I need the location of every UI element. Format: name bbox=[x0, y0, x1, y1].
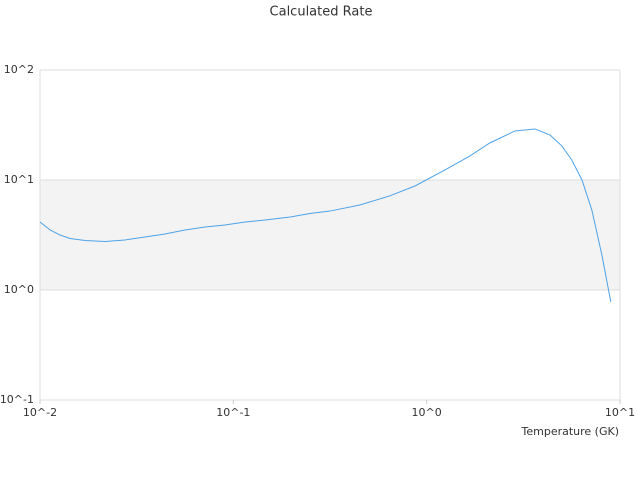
x-tick-label: 10^0 bbox=[412, 406, 442, 419]
y-tick-label: 10^-1 bbox=[0, 393, 34, 406]
y-tick-label: 10^1 bbox=[4, 173, 34, 186]
x-tick-label: 10^-2 bbox=[23, 406, 57, 419]
x-tick-label: 10^1 bbox=[605, 406, 635, 419]
chart-title: Calculated Rate bbox=[270, 5, 373, 20]
line-series bbox=[39, 128, 612, 302]
y-tick-label: 10^2 bbox=[4, 63, 34, 76]
x-axis-label: Temperature (GK) bbox=[521, 425, 620, 438]
grid-band bbox=[40, 180, 620, 290]
x-tick-label: 10^-1 bbox=[216, 406, 250, 419]
y-tick-label: 10^0 bbox=[4, 283, 34, 296]
